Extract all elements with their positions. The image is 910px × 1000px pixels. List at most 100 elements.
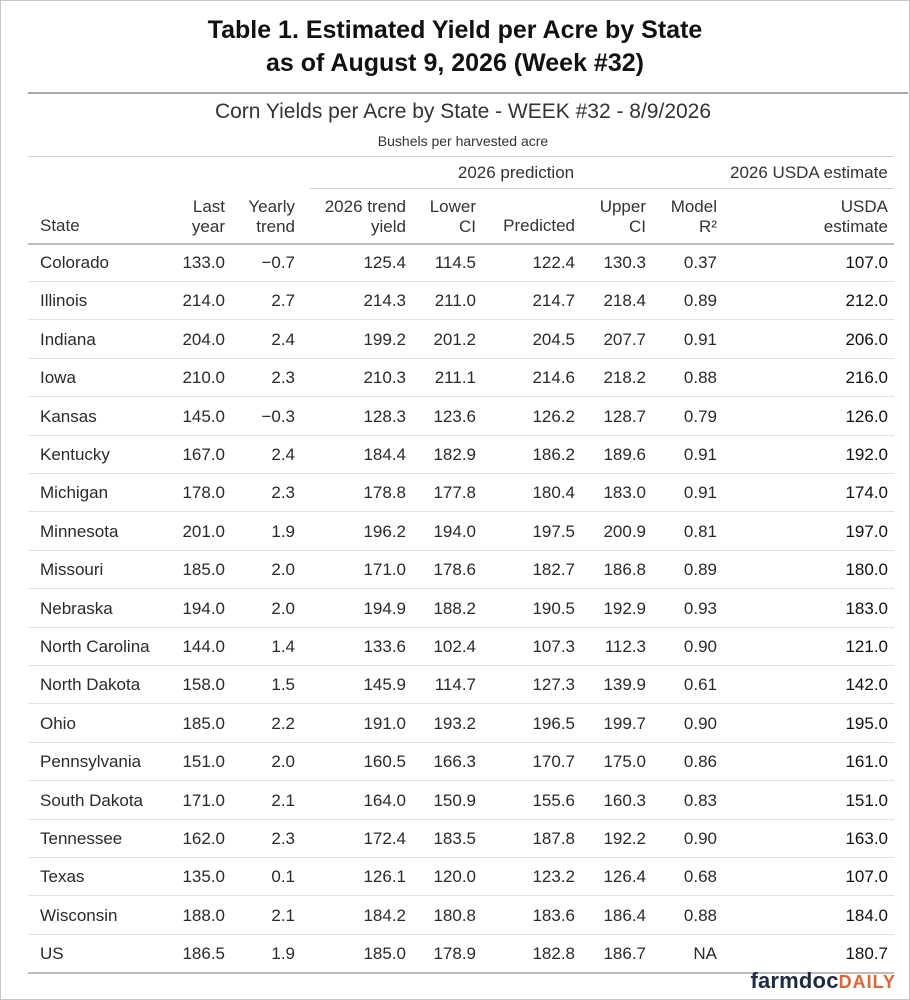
cell-upper-ci: 186.7: [603, 944, 646, 964]
cell-model-r2: 0.86: [683, 752, 717, 772]
row-divider: [28, 780, 894, 782]
cell-trend-yield: 126.1: [363, 867, 406, 887]
cell-trend-yield: 210.3: [363, 368, 406, 388]
cell-trend-yield: 194.9: [363, 598, 406, 618]
cell-upper-ci: 218.2: [603, 368, 646, 388]
header-trend-yield: 2026 trend yield: [300, 197, 406, 237]
header-divider: [28, 243, 894, 245]
cell-lower-ci: 193.2: [433, 713, 476, 733]
spanner-2026-prediction: 2026 prediction: [457, 163, 575, 182]
row-divider: [28, 703, 894, 705]
cell-yearly-trend: 2.0: [271, 752, 295, 772]
cell-last-year: 210.0: [182, 368, 225, 388]
cell-predicted: 186.2: [532, 445, 575, 464]
cell-upper-ci: 175.0: [603, 752, 646, 772]
cell-state: Illinois: [40, 291, 88, 311]
cell-trend-yield: 125.4: [363, 253, 406, 272]
cell-last-year: 185.0: [182, 713, 225, 733]
header-model-r2-line2: R²: [699, 217, 717, 236]
cell-state: Wisconsin: [40, 905, 118, 925]
cell-model-r2: 0.93: [683, 598, 717, 618]
cell-last-year: 167.0: [182, 445, 225, 464]
table-bottom-divider: [28, 972, 894, 974]
cell-lower-ci: 182.9: [433, 445, 476, 464]
table-row: Colorado 133.0 −0.7 125.4 114.5 122.4 130.3 0.3…: [28, 244, 894, 282]
cell-usda-estimate: 212.0: [845, 291, 888, 311]
cell-model-r2: 0.37: [683, 253, 717, 272]
cell-model-r2: 0.88: [683, 905, 717, 925]
cell-model-r2: 0.81: [683, 521, 717, 541]
cell-usda-estimate: 192.0: [845, 445, 888, 464]
cell-state: Iowa: [40, 368, 76, 388]
cell-model-r2: 0.91: [683, 445, 717, 464]
header-model-r2-line1: Model: [670, 197, 717, 216]
cell-lower-ci: 120.0: [433, 867, 476, 887]
cell-trend-yield: 184.4: [363, 445, 406, 464]
table-subtitle: Corn Yields per Acre by State - WEEK #32…: [214, 100, 712, 123]
cell-state: Indiana: [40, 329, 96, 349]
header-upper-ci-line2: CI: [629, 217, 646, 236]
cell-state: South Dakota: [40, 790, 144, 810]
header-usda-estimate-line2: estimate: [823, 217, 888, 236]
cell-state: Pennsylvania: [40, 752, 142, 772]
cell-usda-estimate: 216.0: [845, 368, 888, 388]
cell-predicted: 214.7: [532, 291, 575, 311]
cell-yearly-trend: 0.1: [271, 867, 295, 887]
cell-lower-ci: 102.4: [433, 637, 476, 656]
cell-usda-estimate: 163.0: [845, 829, 888, 848]
cell-trend-yield: 191.0: [363, 713, 406, 733]
cell-usda-estimate: 184.0: [845, 905, 888, 925]
cell-upper-ci: 186.8: [603, 560, 646, 580]
header-yearly-trend: Yearly trend: [230, 197, 295, 237]
cell-yearly-trend: 1.9: [271, 521, 295, 541]
cell-yearly-trend: 2.1: [271, 905, 295, 925]
cell-yearly-trend: 2.2: [271, 713, 295, 733]
logo-farmdoc: farmdoc: [750, 968, 839, 993]
cell-last-year: 204.0: [182, 329, 225, 349]
cell-yearly-trend: 2.1: [271, 790, 295, 810]
cell-last-year: 133.0: [182, 253, 225, 272]
row-divider: [28, 281, 894, 282]
cell-predicted: 170.7: [532, 752, 575, 772]
table-row: Kentucky 167.0 2.4 184.4 182.9 186.2 189.6 0.91…: [28, 436, 894, 474]
row-divider: [28, 549, 894, 551]
cell-trend-yield: 178.8: [363, 483, 406, 503]
cell-predicted: 122.4: [532, 253, 575, 272]
cell-state: Colorado: [40, 253, 109, 272]
row-divider: [28, 895, 894, 897]
table-row: Iowa 210.0 2.3 210.3 211.1 214.6 218.2 0.88 216.…: [28, 359, 894, 398]
header-upper-ci: Upper CI: [580, 197, 646, 237]
table-row: US 186.5 1.9 185.0 178.9 182.8 186.7 NA 180.7: [28, 935, 894, 973]
cell-upper-ci: 112.3: [604, 637, 646, 656]
table-row: Nebraska 194.0 2.0 194.9 188.2 190.5 192.9 0.93…: [28, 590, 894, 628]
cell-state: Missouri: [40, 560, 104, 580]
cell-yearly-trend: 2.7: [271, 291, 295, 311]
row-divider: [28, 511, 894, 513]
cell-state: Tennessee: [40, 829, 123, 848]
cell-state: Michigan: [40, 483, 109, 503]
cell-trend-yield: 128.3: [363, 406, 406, 426]
cell-upper-ci: 183.0: [603, 483, 646, 503]
row-divider: [28, 357, 894, 359]
row-divider: [28, 741, 894, 743]
cell-upper-ci: 192.2: [603, 829, 646, 848]
cell-lower-ci: 188.2: [433, 598, 476, 618]
cell-predicted: 107.3: [532, 637, 575, 656]
cell-yearly-trend: 1.5: [271, 675, 295, 695]
cell-predicted: 196.5: [532, 713, 575, 733]
cell-predicted: 187.8: [532, 829, 575, 848]
cell-trend-yield: 172.4: [363, 829, 406, 848]
cell-last-year: 214.0: [182, 291, 225, 311]
row-divider: [28, 319, 894, 321]
header-trend-yield-line1: 2026 trend: [324, 197, 406, 216]
cell-state: Minnesota: [40, 521, 119, 541]
cell-yearly-trend: 2.3: [271, 829, 295, 848]
cell-lower-ci: 114.5: [434, 253, 476, 272]
spanner-usda-rule: [718, 188, 894, 189]
cell-usda-estimate: 142.0: [845, 675, 888, 695]
cell-last-year: 144.0: [182, 637, 225, 656]
cell-yearly-trend: 2.0: [271, 598, 295, 618]
cell-trend-yield: 164.0: [363, 790, 406, 810]
cell-predicted: 204.5: [532, 329, 575, 349]
table-row: Tennessee 162.0 2.3 172.4 183.5 187.8 192.2 0.9…: [28, 820, 894, 858]
